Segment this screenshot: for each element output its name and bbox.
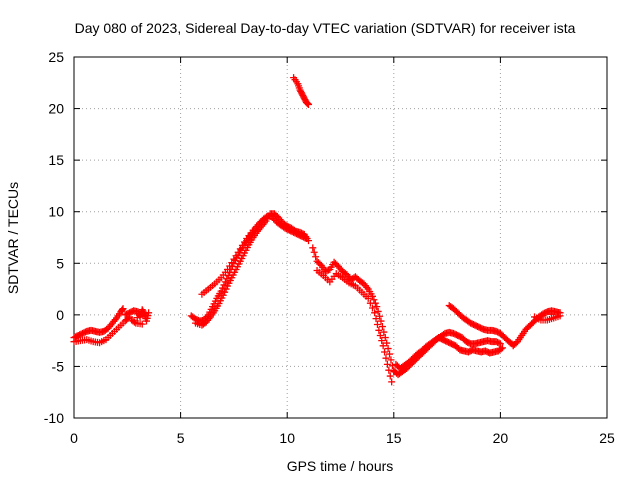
data-point bbox=[368, 304, 376, 312]
data-point bbox=[223, 275, 231, 283]
plot-frame bbox=[73, 56, 608, 419]
data-point bbox=[219, 291, 227, 299]
y-axis-label: SDTVAR / TECUs bbox=[5, 182, 21, 294]
data-point bbox=[371, 309, 379, 317]
data-point bbox=[379, 342, 387, 350]
data-point bbox=[386, 372, 394, 380]
data-point bbox=[377, 317, 385, 325]
data-point bbox=[376, 312, 384, 320]
data-point bbox=[138, 320, 146, 328]
series-seg-low-b bbox=[392, 334, 507, 372]
data-point bbox=[381, 348, 389, 356]
chart-title: Day 080 of 2023, Sidereal Day-to-day VTE… bbox=[75, 20, 576, 36]
data-point bbox=[305, 100, 313, 108]
data-point bbox=[374, 307, 382, 315]
data-point bbox=[133, 314, 141, 322]
x-axis-label: GPS time / hours bbox=[287, 458, 394, 474]
data-point bbox=[383, 339, 391, 347]
series-seg-early-c bbox=[121, 306, 153, 328]
data-point bbox=[220, 281, 228, 289]
data-point bbox=[380, 328, 388, 336]
data-point bbox=[312, 253, 320, 261]
data-point bbox=[310, 248, 318, 256]
data-point bbox=[382, 354, 390, 362]
data-point bbox=[378, 337, 386, 345]
data-point bbox=[376, 331, 384, 339]
data-marks bbox=[70, 74, 564, 386]
data-point bbox=[388, 378, 396, 386]
tick-layer: 0 5 10 15 20 25 -10 -5 0 5 10 15 20 25 bbox=[44, 49, 615, 446]
data-point bbox=[309, 244, 317, 252]
data-point bbox=[499, 344, 507, 352]
data-point bbox=[378, 323, 386, 331]
data-point bbox=[381, 334, 389, 342]
data-point bbox=[249, 226, 257, 234]
x-tick-label: 5 bbox=[177, 430, 185, 446]
data-point bbox=[370, 296, 378, 304]
data-point bbox=[373, 303, 381, 311]
data-point bbox=[375, 326, 383, 334]
series-seg-rise-b bbox=[192, 210, 313, 329]
data-point bbox=[386, 350, 394, 358]
data-point bbox=[221, 288, 229, 296]
data-point bbox=[219, 284, 227, 292]
series-seg-early-b bbox=[70, 313, 133, 347]
x-tick-label: 20 bbox=[493, 430, 509, 446]
data-point bbox=[366, 299, 374, 307]
data-point bbox=[222, 285, 230, 293]
data-point bbox=[217, 287, 225, 295]
y-tick-label: 5 bbox=[56, 255, 64, 271]
data-point bbox=[130, 318, 138, 326]
series-seg-rise-c bbox=[198, 226, 257, 298]
data-point bbox=[497, 345, 505, 353]
y-tick-label: 10 bbox=[48, 204, 64, 220]
data-point bbox=[119, 305, 127, 313]
data-point bbox=[387, 356, 395, 364]
data-point bbox=[145, 309, 153, 317]
data-point bbox=[373, 320, 381, 328]
data-point bbox=[139, 311, 147, 319]
data-point bbox=[304, 100, 312, 108]
y-tick-label: -10 bbox=[44, 410, 64, 426]
series-seg-fall-b bbox=[313, 267, 396, 386]
data-point bbox=[221, 278, 229, 286]
y-tick-label: 20 bbox=[48, 101, 64, 117]
y-tick-label: 25 bbox=[48, 49, 64, 65]
x-tick-label: 0 bbox=[70, 430, 78, 446]
x-tick-label: 25 bbox=[599, 430, 615, 446]
data-point bbox=[383, 360, 391, 368]
series-seg-fall bbox=[309, 244, 398, 376]
grid-layer bbox=[74, 57, 607, 418]
x-tick-label: 15 bbox=[386, 430, 402, 446]
data-point bbox=[495, 339, 503, 347]
data-point bbox=[364, 294, 372, 302]
data-point bbox=[368, 292, 376, 300]
x-tick-label: 10 bbox=[279, 430, 295, 446]
data-point bbox=[118, 306, 126, 314]
y-tick-label: 15 bbox=[48, 152, 64, 168]
series-seg-low bbox=[390, 328, 504, 379]
data-point bbox=[303, 99, 311, 107]
data-point bbox=[384, 345, 392, 353]
data-point bbox=[305, 237, 313, 245]
series-seg-late bbox=[509, 307, 564, 350]
data-point bbox=[556, 312, 564, 320]
data-point bbox=[496, 340, 504, 348]
y-tick-label: 0 bbox=[56, 307, 64, 323]
series-seg-high bbox=[290, 74, 313, 108]
y-tick-label: -5 bbox=[52, 358, 65, 374]
data-point bbox=[372, 315, 380, 323]
series-seg-early-a bbox=[70, 305, 127, 342]
